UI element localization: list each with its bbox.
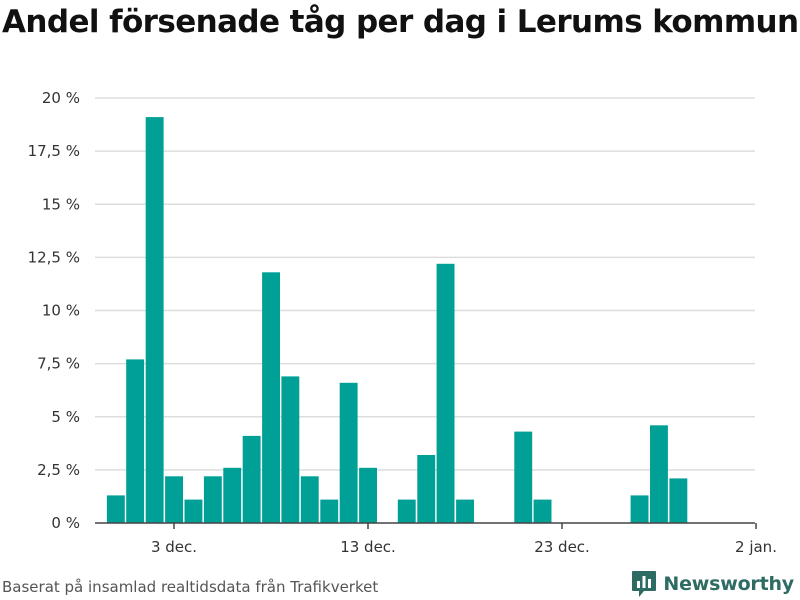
y-tick-label: 10 % <box>42 302 80 320</box>
bar <box>650 425 668 524</box>
bar <box>165 476 183 524</box>
bar <box>145 117 164 523</box>
y-tick-label: 0 % <box>51 514 80 532</box>
chart-title: Andel försenade tåg per dag i Lerums kom… <box>2 4 799 40</box>
bar <box>669 478 688 523</box>
bar <box>417 455 436 523</box>
bar <box>106 495 125 523</box>
y-tick-label: 2,5 % <box>37 461 80 479</box>
y-tick-label: 15 % <box>42 195 80 213</box>
bar <box>262 272 280 524</box>
bar <box>203 476 222 524</box>
x-tick-label: 2 jan. <box>735 538 777 556</box>
bar <box>397 499 416 523</box>
bar <box>436 263 455 524</box>
bar <box>533 499 552 523</box>
bar <box>184 499 203 523</box>
bar <box>281 376 300 523</box>
bar <box>456 499 474 523</box>
bar <box>514 431 533 523</box>
bar <box>242 435 261 523</box>
y-tick-label: 5 % <box>51 408 80 426</box>
x-tick-label: 3 dec. <box>151 538 197 556</box>
bar <box>320 499 339 523</box>
y-tick-label: 17,5 % <box>28 142 80 160</box>
brand-logo: Newsworthy <box>631 569 794 599</box>
bar <box>359 467 377 524</box>
bar <box>630 495 649 523</box>
brand-name: Newsworthy <box>663 573 794 595</box>
y-tick-label: 7,5 % <box>37 355 80 373</box>
source-note: Baserat på insamlad realtidsdata från Tr… <box>2 578 379 596</box>
bar <box>339 382 358 524</box>
y-tick-label: 20 % <box>42 89 80 107</box>
bar <box>223 467 242 524</box>
bar <box>126 359 145 523</box>
x-tick-label: 23 dec. <box>534 538 590 556</box>
bar-chart: 0 % 2,5 % 5 % 7,5 % 10 % 12,5 % 15 % 17,5 % 20 %… <box>28 89 777 556</box>
newsworthy-logo-icon <box>632 571 657 597</box>
y-tick-label: 12,5 % <box>28 248 80 266</box>
bar <box>300 476 319 524</box>
x-tick-label: 13 dec. <box>340 538 396 556</box>
